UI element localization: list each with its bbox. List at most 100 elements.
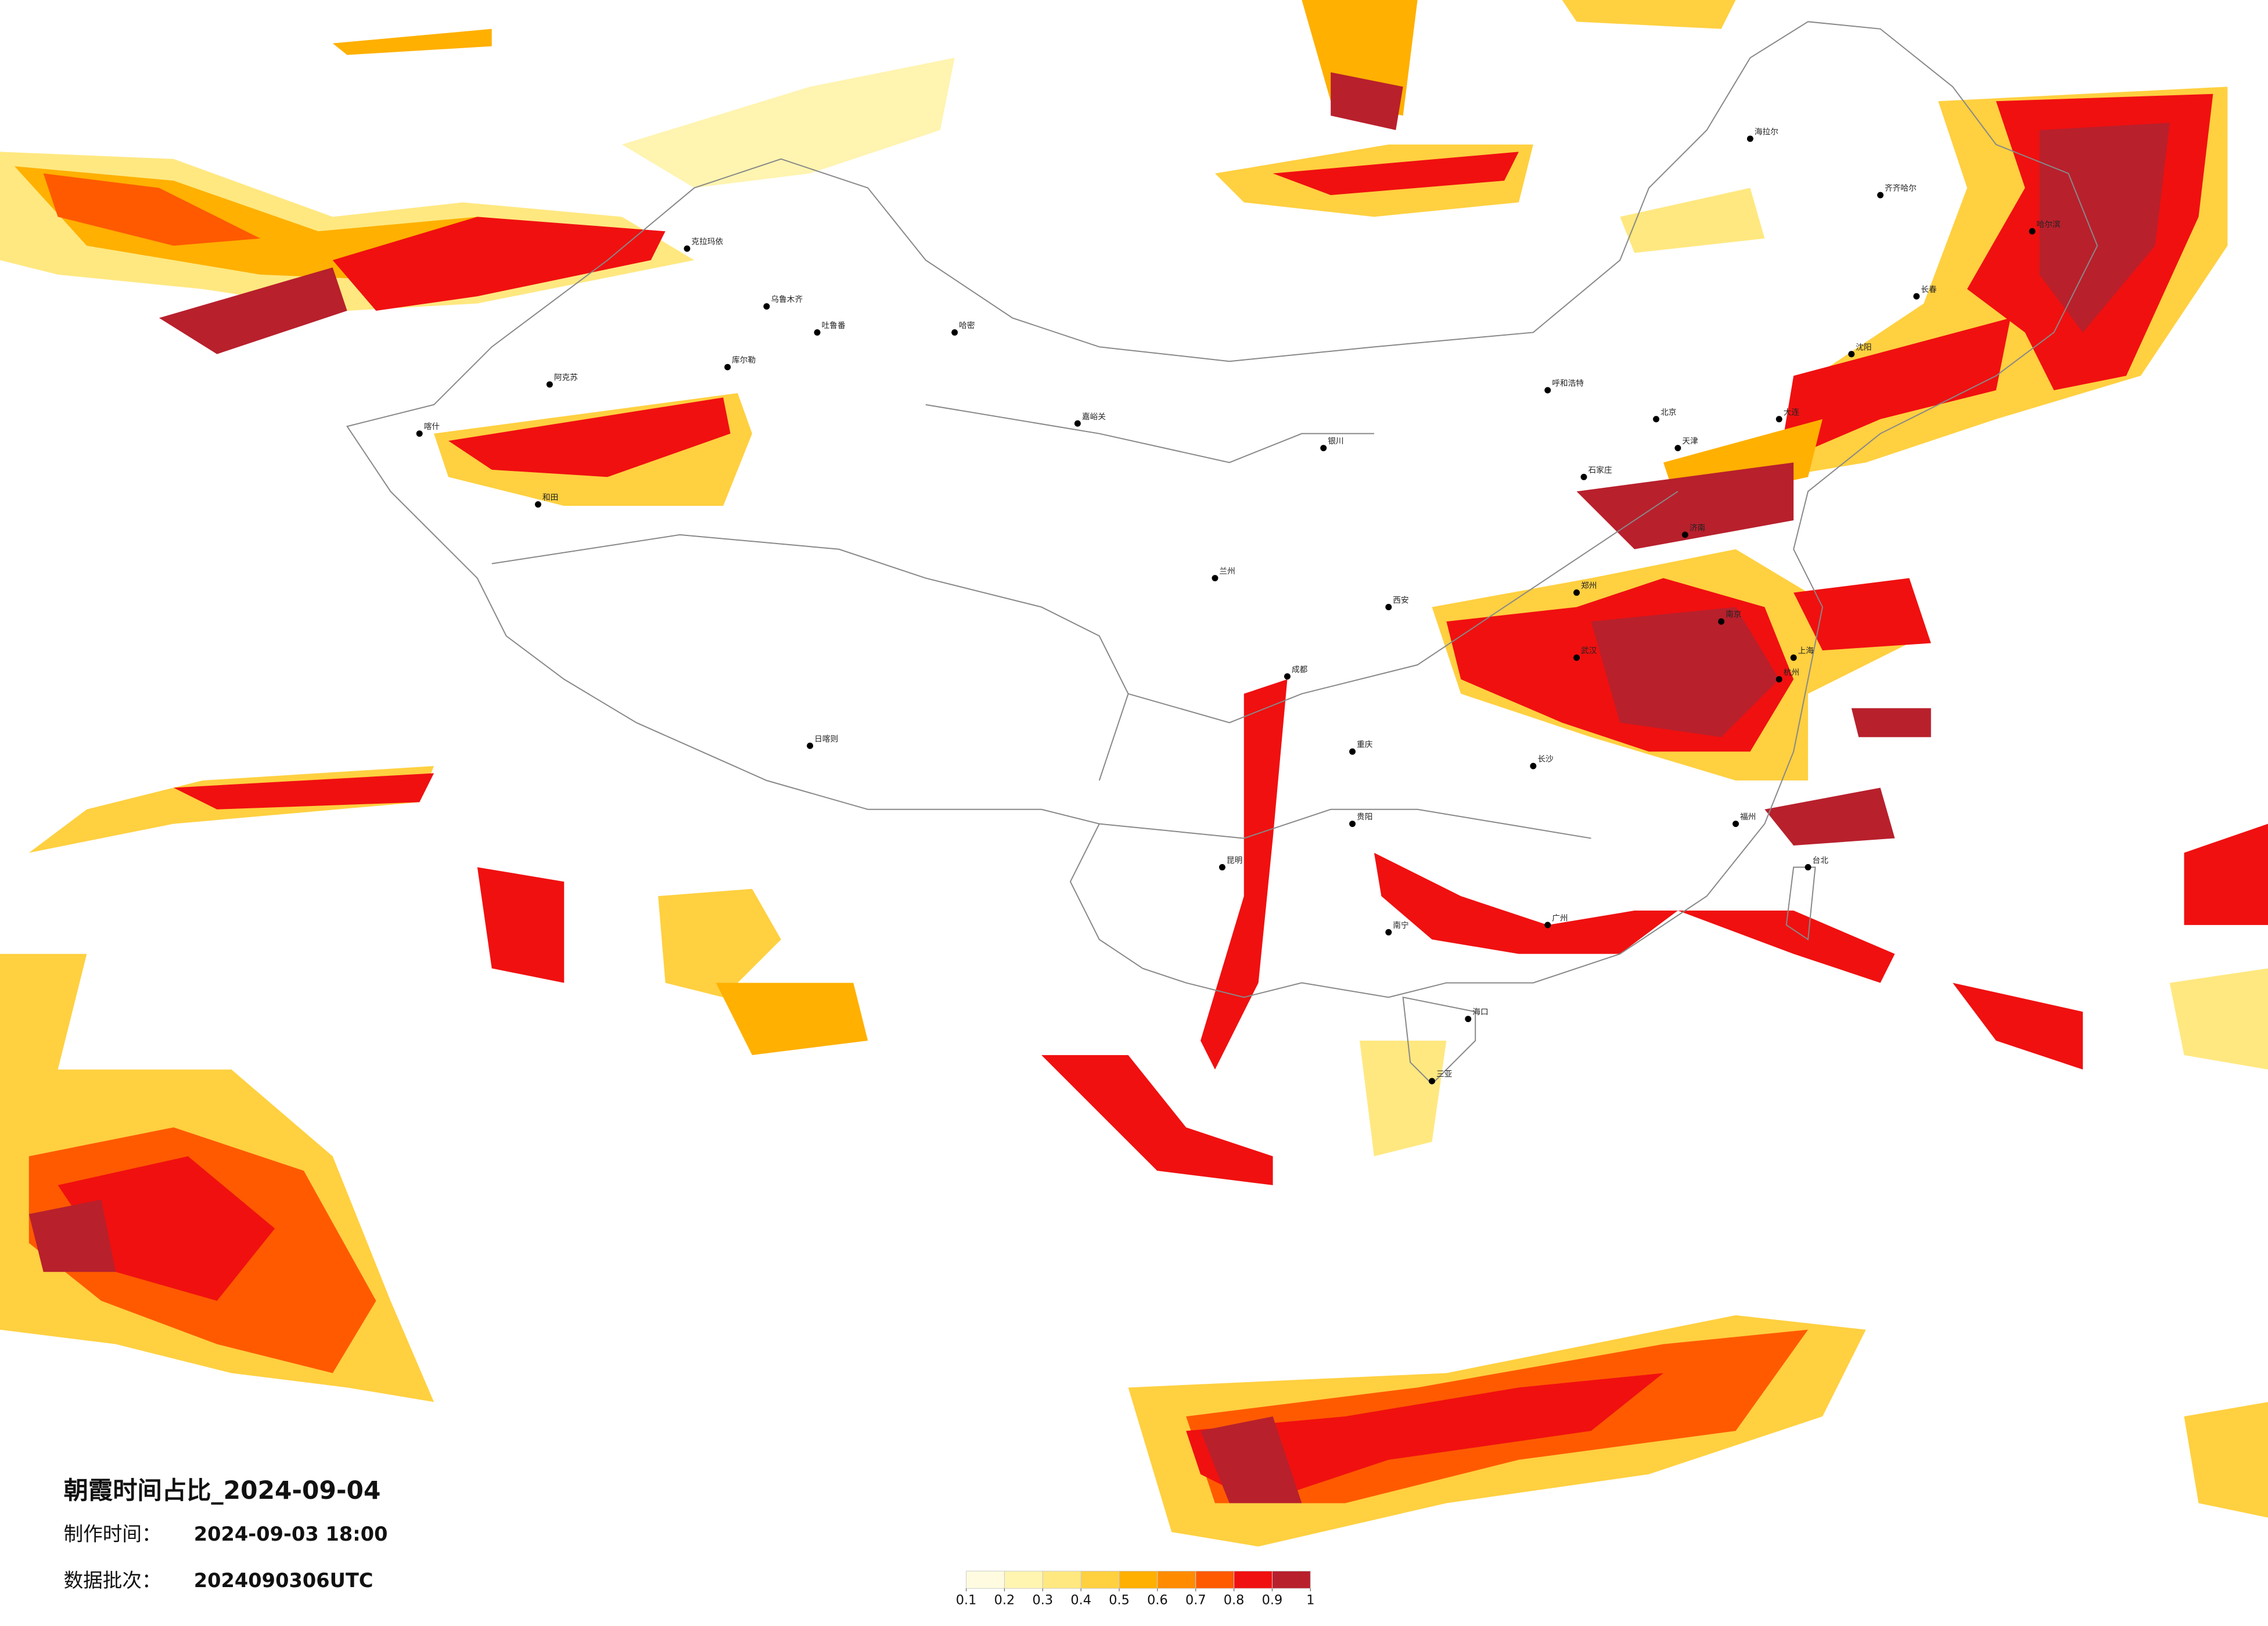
- made-time-value: 2024-09-03 18:00: [194, 1523, 388, 1545]
- city-dot: [1681, 531, 1688, 538]
- city-dot: [1580, 473, 1587, 480]
- city-label: 济南: [1690, 523, 1705, 533]
- city-dot: [1877, 192, 1884, 199]
- city-dot: [1544, 922, 1551, 929]
- city-dot: [763, 303, 770, 310]
- city-dot: [684, 245, 691, 252]
- city-label: 广州: [1552, 913, 1568, 923]
- city-label: 乌鲁木齐: [771, 295, 803, 304]
- city-label: 北京: [1660, 408, 1676, 417]
- colorbar-cell: [1042, 1570, 1081, 1589]
- city-dot: [1790, 654, 1797, 661]
- city-label: 石家庄: [1588, 465, 1612, 475]
- city-label: 成都: [1292, 665, 1308, 674]
- city-label: 南宁: [1393, 920, 1408, 930]
- city-label: 武汉: [1581, 646, 1597, 656]
- title: 朝霞时间占比_2024-09-04: [64, 1476, 381, 1505]
- city-dot: [1775, 676, 1782, 683]
- city-label: 喀什: [424, 422, 440, 431]
- city-dot: [1385, 603, 1392, 610]
- colorbar-cell: [1271, 1570, 1311, 1589]
- city-dot: [1775, 416, 1782, 423]
- city-dot: [546, 381, 553, 388]
- city-dot: [1544, 387, 1551, 394]
- city-dot: [416, 430, 423, 437]
- city-dot: [1385, 929, 1392, 936]
- city-dot: [1573, 654, 1580, 661]
- city-label: 日喀则: [814, 735, 838, 744]
- colorbar-cell: [1119, 1570, 1158, 1589]
- city-label: 克拉玛依: [691, 238, 723, 247]
- city-label: 南京: [1726, 610, 1741, 620]
- city-label: 海拉尔: [1755, 127, 1778, 136]
- city-dot: [1674, 445, 1681, 452]
- boundaries: [346, 21, 2098, 1085]
- cloud-field: [0, 0, 2268, 1547]
- city-label: 库尔勒: [732, 356, 756, 365]
- city-dot: [1212, 575, 1219, 582]
- colorbar-cell: [966, 1570, 1005, 1589]
- city-label: 三亚: [1436, 1070, 1453, 1079]
- colorbar-cell: [1004, 1570, 1043, 1589]
- city-label: 上海: [1798, 646, 1814, 656]
- city-dot: [1530, 762, 1537, 769]
- colorbar-label: 0.2: [994, 1593, 1015, 1608]
- city-dot: [1320, 445, 1327, 452]
- city-label: 哈密: [959, 321, 975, 330]
- city-label: 大连: [1784, 408, 1800, 417]
- city-label: 阿克苏: [554, 373, 578, 383]
- city-dot: [1913, 293, 1920, 300]
- city-dot: [1465, 1016, 1472, 1023]
- city-dot: [1733, 821, 1739, 828]
- city-label: 齐齐哈尔: [1885, 184, 1917, 193]
- city-label: 长沙: [1537, 755, 1554, 764]
- colorbar-label: 0.1: [956, 1593, 977, 1608]
- colorbar-cell: [1080, 1570, 1120, 1589]
- city-dot: [724, 364, 731, 370]
- city-label: 银川: [1328, 437, 1343, 446]
- colorbar-label: 0.8: [1224, 1593, 1245, 1608]
- city-label: 天津: [1682, 437, 1698, 446]
- city-dot: [814, 329, 821, 336]
- colorbar-label: 0.9: [1262, 1593, 1283, 1608]
- city-label: 重庆: [1357, 740, 1373, 750]
- colorbar-cell: [1157, 1570, 1196, 1589]
- city-label: 和田: [542, 493, 558, 502]
- city-dot: [1573, 589, 1580, 596]
- city-dot: [1718, 618, 1725, 625]
- city-dot: [1219, 864, 1225, 870]
- city-label: 西安: [1393, 596, 1408, 605]
- city-dot: [1349, 748, 1356, 755]
- colorbar-label: 0.4: [1070, 1593, 1091, 1608]
- colorbar-label: 1: [1306, 1593, 1314, 1608]
- city-label: 长春: [1921, 285, 1937, 294]
- city-dot: [2029, 228, 2036, 235]
- city-dot: [1284, 673, 1291, 680]
- city-label: 台北: [1813, 856, 1829, 865]
- city-dot: [1848, 351, 1855, 358]
- city-label: 昆明: [1227, 856, 1242, 865]
- batch-label: 数据批次：: [64, 1569, 161, 1592]
- city-dot: [1805, 864, 1811, 870]
- city-label: 哈尔滨: [2037, 220, 2061, 229]
- city-label: 吐鲁番: [822, 321, 846, 330]
- city-dot: [1429, 1078, 1436, 1085]
- colorbar-cell: [1234, 1570, 1273, 1589]
- colorbar-label: 0.6: [1147, 1593, 1168, 1608]
- city-dot: [1074, 420, 1081, 427]
- city-label: 福州: [1740, 812, 1756, 822]
- made-time-label: 制作时间：: [64, 1523, 161, 1545]
- city-label: 贵阳: [1357, 812, 1372, 822]
- city-dot: [1349, 821, 1356, 828]
- city-label: 郑州: [1581, 581, 1597, 591]
- colorbar-label: 0.5: [1109, 1593, 1130, 1608]
- city-label: 杭州: [1784, 668, 1799, 677]
- city-dot: [951, 329, 958, 336]
- city-label: 呼和浩特: [1552, 379, 1584, 388]
- city-label: 嘉峪关: [1082, 412, 1106, 422]
- colorbar-label: 0.7: [1185, 1593, 1206, 1608]
- city-label: 海口: [1472, 1008, 1488, 1017]
- city-label: 沈阳: [1856, 343, 1871, 352]
